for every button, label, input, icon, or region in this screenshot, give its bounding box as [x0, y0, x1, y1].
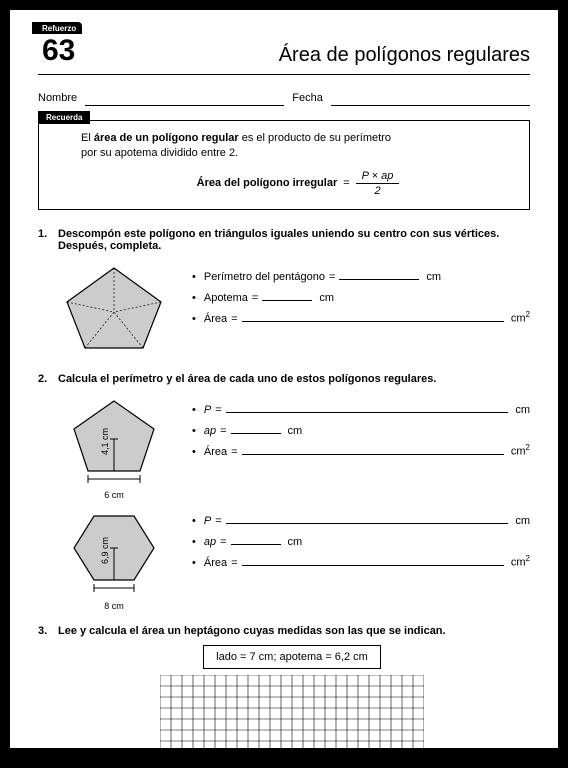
pentagon-apothem-label: 4,1 cm — [100, 428, 110, 455]
exercise-3: 3. Lee y calcula el área un heptágono cu… — [38, 625, 530, 755]
ex3-prompt-text: Lee y calcula el área un heptágono cuyas… — [58, 625, 446, 637]
remember-text-line2: por su apotema dividido entre 2. — [81, 147, 238, 159]
hexagon-side-label: 8 cm — [54, 601, 174, 611]
pentagon-side-label: 6 cm — [54, 490, 174, 500]
hexagon-icon: 6,9 cm — [64, 506, 164, 598]
ex2-prompt-text: Calcula el perímetro y el área de cada u… — [58, 373, 436, 385]
unit-cm2: cm — [511, 313, 526, 325]
remember-text: El área de un polígono regular es el pro… — [81, 131, 515, 162]
unit-cm: cm — [515, 515, 530, 527]
ex1-area-blank[interactable] — [242, 310, 504, 322]
ex1-apothem-label: Apotema — [204, 292, 248, 304]
unit-cm: cm — [515, 404, 530, 416]
area-label: Área — [204, 557, 227, 569]
ex3-prompt: 3. Lee y calcula el área un heptágono cu… — [38, 625, 530, 637]
worksheet-page: Refuerzo 63 Área de polígonos regulares … — [10, 10, 558, 748]
p-label: P — [204, 515, 211, 527]
ex3-grid[interactable] — [54, 675, 530, 755]
unit-sq: 2 — [526, 310, 530, 319]
ex2b-p-blank[interactable] — [226, 512, 509, 524]
ex1-area-label: Área — [204, 313, 227, 325]
ex2-number: 2. — [38, 373, 52, 385]
unit-cm2: cm — [511, 446, 526, 458]
pentagon-small-icon: 4,1 cm — [64, 395, 164, 487]
p-label: P — [204, 404, 211, 416]
unit-cm: cm — [288, 425, 303, 437]
ex1-answers: •Perímetro del pentágono = cm •Apotema =… — [192, 262, 530, 331]
header: Refuerzo 63 Área de polígonos regulares — [38, 30, 530, 86]
ex2-pentagon-figure: 4,1 cm 6 cm — [54, 395, 174, 500]
date-label: Fecha — [292, 92, 323, 106]
ex1-perimeter-label: Perímetro del pentágono — [204, 271, 325, 283]
ex2-hexagon-figure: 6,9 cm 8 cm — [54, 506, 174, 611]
unit-sq: 2 — [526, 554, 530, 563]
refuerzo-tab: Refuerzo — [32, 22, 82, 34]
ap-label: ap — [204, 425, 216, 437]
answer-grid[interactable] — [160, 675, 424, 752]
remember-box: Recuerda El área de un polígono regular … — [38, 120, 530, 210]
name-date-row: Nombre Fecha — [38, 92, 530, 106]
ex2-pentagon-answers: •P = cm •ap = cm •Área = cm2 — [192, 395, 530, 464]
ex2a-area-blank[interactable] — [242, 443, 504, 455]
header-rule — [38, 74, 530, 75]
ex1-prompt: 1. Descompón este polígono en triángulos… — [38, 228, 530, 252]
formula: Área del polígono irregular = P × ap 2 — [81, 170, 515, 197]
ex2a-ap-blank[interactable] — [231, 422, 281, 434]
date-input-line[interactable] — [331, 92, 530, 106]
unit-cm2: cm — [511, 557, 526, 569]
ex3-number: 3. — [38, 625, 52, 637]
ex3-data-box: lado = 7 cm; apotema = 6,2 cm — [203, 645, 381, 669]
unit-cm: cm — [319, 292, 334, 304]
formula-label: Área del polígono irregular — [197, 177, 338, 189]
formula-fraction: P × ap 2 — [356, 170, 400, 197]
ex2b-area-blank[interactable] — [242, 554, 504, 566]
ex2-prompt: 2. Calcula el perímetro y el área de cad… — [38, 373, 530, 385]
remember-text-a: El — [81, 132, 94, 144]
name-label: Nombre — [38, 92, 77, 106]
ap-label: ap — [204, 536, 216, 548]
ex1-number: 1. — [38, 228, 52, 252]
pentagon-icon — [59, 262, 169, 352]
area-label: Área — [204, 446, 227, 458]
equals: = — [343, 177, 349, 189]
page-title: Área de polígonos regulares — [279, 44, 530, 67]
ex2b-ap-blank[interactable] — [231, 533, 281, 545]
remember-text-b: es el producto de su perímetro — [239, 132, 391, 144]
worksheet-number: 63 — [42, 34, 75, 68]
ex1-figure — [54, 262, 174, 355]
ex1-perimeter-blank[interactable] — [339, 268, 419, 280]
ex1-apothem-blank[interactable] — [262, 289, 312, 301]
ex2a-p-blank[interactable] — [226, 401, 509, 413]
remember-text-bold: área de un polígono regular — [94, 132, 239, 144]
ex1-prompt-text: Descompón este polígono en triángulos ig… — [58, 228, 530, 252]
formula-denominator: 2 — [374, 184, 380, 197]
unit-sq: 2 — [526, 443, 530, 452]
unit-cm: cm — [426, 271, 441, 283]
remember-tab: Recuerda — [38, 111, 90, 124]
exercise-1: 1. Descompón este polígono en triángulos… — [38, 228, 530, 355]
name-input-line[interactable] — [85, 92, 284, 106]
unit-cm: cm — [288, 536, 303, 548]
formula-numerator: P × ap — [356, 170, 400, 184]
hexagon-apothem-label: 6,9 cm — [100, 537, 110, 564]
ex2-hexagon-answers: •P = cm •ap = cm •Área = cm2 — [192, 506, 530, 575]
exercise-2: 2. Calcula el perímetro y el área de cad… — [38, 373, 530, 611]
